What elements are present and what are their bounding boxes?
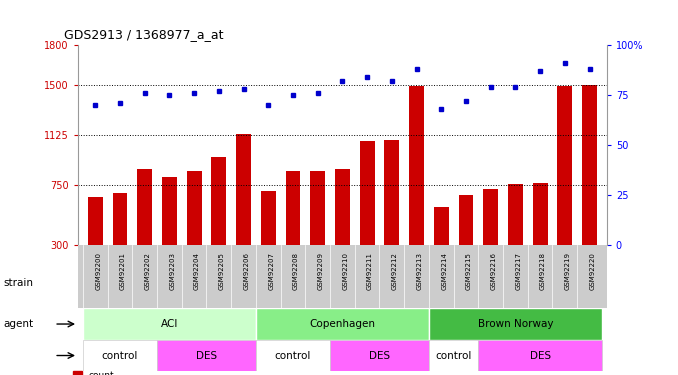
Text: GSM92209: GSM92209 — [318, 252, 323, 290]
Text: GSM92206: GSM92206 — [243, 252, 250, 290]
Bar — [478, 340, 602, 371]
Bar — [429, 308, 602, 340]
Text: GSM92212: GSM92212 — [392, 252, 398, 290]
Text: GSM92203: GSM92203 — [170, 252, 176, 290]
Bar — [285, 171, 300, 245]
Bar — [186, 171, 201, 245]
Text: Copenhagen: Copenhagen — [309, 319, 376, 329]
Bar — [83, 308, 256, 340]
Bar — [137, 169, 152, 245]
Bar — [88, 197, 102, 245]
Bar — [360, 141, 374, 245]
Bar — [483, 189, 498, 245]
Bar — [212, 157, 226, 245]
Text: GSM92213: GSM92213 — [416, 252, 422, 290]
Text: GSM92200: GSM92200 — [96, 252, 101, 290]
Bar — [335, 169, 350, 245]
Text: GSM92216: GSM92216 — [491, 252, 497, 290]
Bar — [429, 340, 478, 371]
Bar — [557, 86, 572, 245]
Text: GSM92202: GSM92202 — [144, 252, 151, 290]
Bar — [311, 171, 325, 245]
Bar — [458, 195, 473, 245]
Text: GSM92210: GSM92210 — [342, 252, 348, 290]
Text: control: control — [102, 351, 138, 360]
Bar — [83, 340, 157, 371]
Text: GSM92204: GSM92204 — [194, 252, 200, 290]
Text: strain: strain — [3, 278, 33, 288]
Text: GSM92219: GSM92219 — [565, 252, 571, 290]
Bar — [256, 340, 330, 371]
Bar — [236, 135, 251, 245]
Text: GSM92215: GSM92215 — [466, 252, 472, 290]
Text: GSM92207: GSM92207 — [268, 252, 275, 290]
Text: agent: agent — [3, 320, 33, 329]
Bar — [261, 190, 276, 245]
Bar — [582, 85, 597, 245]
Text: GSM92218: GSM92218 — [540, 252, 546, 290]
Text: GSM92220: GSM92220 — [589, 252, 595, 290]
Bar — [256, 308, 429, 340]
Text: GSM92208: GSM92208 — [293, 252, 299, 290]
Bar — [157, 340, 256, 371]
Bar — [533, 183, 548, 245]
Bar — [162, 177, 177, 245]
Text: GSM92205: GSM92205 — [219, 252, 225, 290]
Text: GDS2913 / 1368977_a_at: GDS2913 / 1368977_a_at — [64, 28, 224, 41]
Text: GSM92201: GSM92201 — [120, 252, 126, 290]
Bar — [409, 86, 424, 245]
Text: DES: DES — [530, 351, 551, 360]
Bar — [508, 184, 523, 245]
Bar — [330, 340, 429, 371]
Bar — [113, 193, 127, 245]
Text: Brown Norway: Brown Norway — [477, 319, 553, 329]
Text: ACI: ACI — [161, 319, 178, 329]
Legend: count, percentile rank within the sample: count, percentile rank within the sample — [69, 367, 245, 375]
Text: GSM92214: GSM92214 — [441, 252, 447, 290]
Bar — [434, 207, 449, 245]
Text: control: control — [435, 351, 472, 360]
Text: DES: DES — [369, 351, 390, 360]
Text: DES: DES — [196, 351, 217, 360]
Bar — [384, 140, 399, 245]
Text: control: control — [275, 351, 311, 360]
Text: GSM92211: GSM92211 — [367, 252, 373, 290]
Text: GSM92217: GSM92217 — [515, 252, 521, 290]
